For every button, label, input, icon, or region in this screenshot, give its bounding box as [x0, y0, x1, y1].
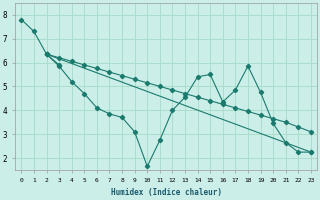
- X-axis label: Humidex (Indice chaleur): Humidex (Indice chaleur): [111, 188, 222, 197]
